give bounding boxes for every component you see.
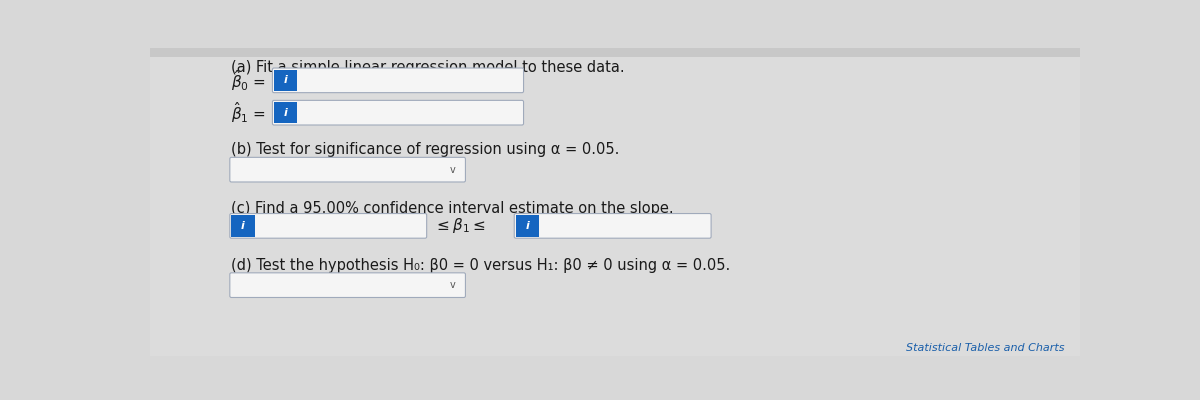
Text: (a) Fit a simple linear regression model to these data.: (a) Fit a simple linear regression model… xyxy=(232,60,625,75)
FancyBboxPatch shape xyxy=(272,68,523,93)
Text: (c) Find a 95.00% confidence interval estimate on the slope.: (c) Find a 95.00% confidence interval es… xyxy=(232,201,674,216)
Text: (d) Test the hypothesis H₀: β0 = 0 versus H₁: β0 ≠ 0 using α = 0.05.: (d) Test the hypothesis H₀: β0 = 0 versu… xyxy=(232,258,731,273)
FancyBboxPatch shape xyxy=(230,273,466,298)
Text: i: i xyxy=(283,75,288,85)
FancyBboxPatch shape xyxy=(272,100,523,125)
Text: $\leq \beta_1 \leq$: $\leq \beta_1 \leq$ xyxy=(434,216,486,235)
FancyBboxPatch shape xyxy=(150,48,1080,57)
Text: i: i xyxy=(283,108,288,118)
Text: i: i xyxy=(241,221,245,231)
Text: $\hat{\beta}_1$ =: $\hat{\beta}_1$ = xyxy=(232,100,266,125)
FancyBboxPatch shape xyxy=(230,157,466,182)
FancyBboxPatch shape xyxy=(230,214,427,238)
FancyBboxPatch shape xyxy=(516,215,539,237)
FancyBboxPatch shape xyxy=(274,102,298,124)
Text: i: i xyxy=(526,221,529,231)
Text: v: v xyxy=(449,280,455,290)
Text: v: v xyxy=(449,165,455,175)
FancyBboxPatch shape xyxy=(232,215,254,237)
Text: $\hat{\beta}_0$ =: $\hat{\beta}_0$ = xyxy=(232,68,266,93)
FancyBboxPatch shape xyxy=(274,70,298,91)
FancyBboxPatch shape xyxy=(150,48,1080,356)
Text: Statistical Tables and Charts: Statistical Tables and Charts xyxy=(906,343,1064,353)
FancyBboxPatch shape xyxy=(515,214,712,238)
Text: (b) Test for significance of regression using α = 0.05.: (b) Test for significance of regression … xyxy=(232,142,619,157)
